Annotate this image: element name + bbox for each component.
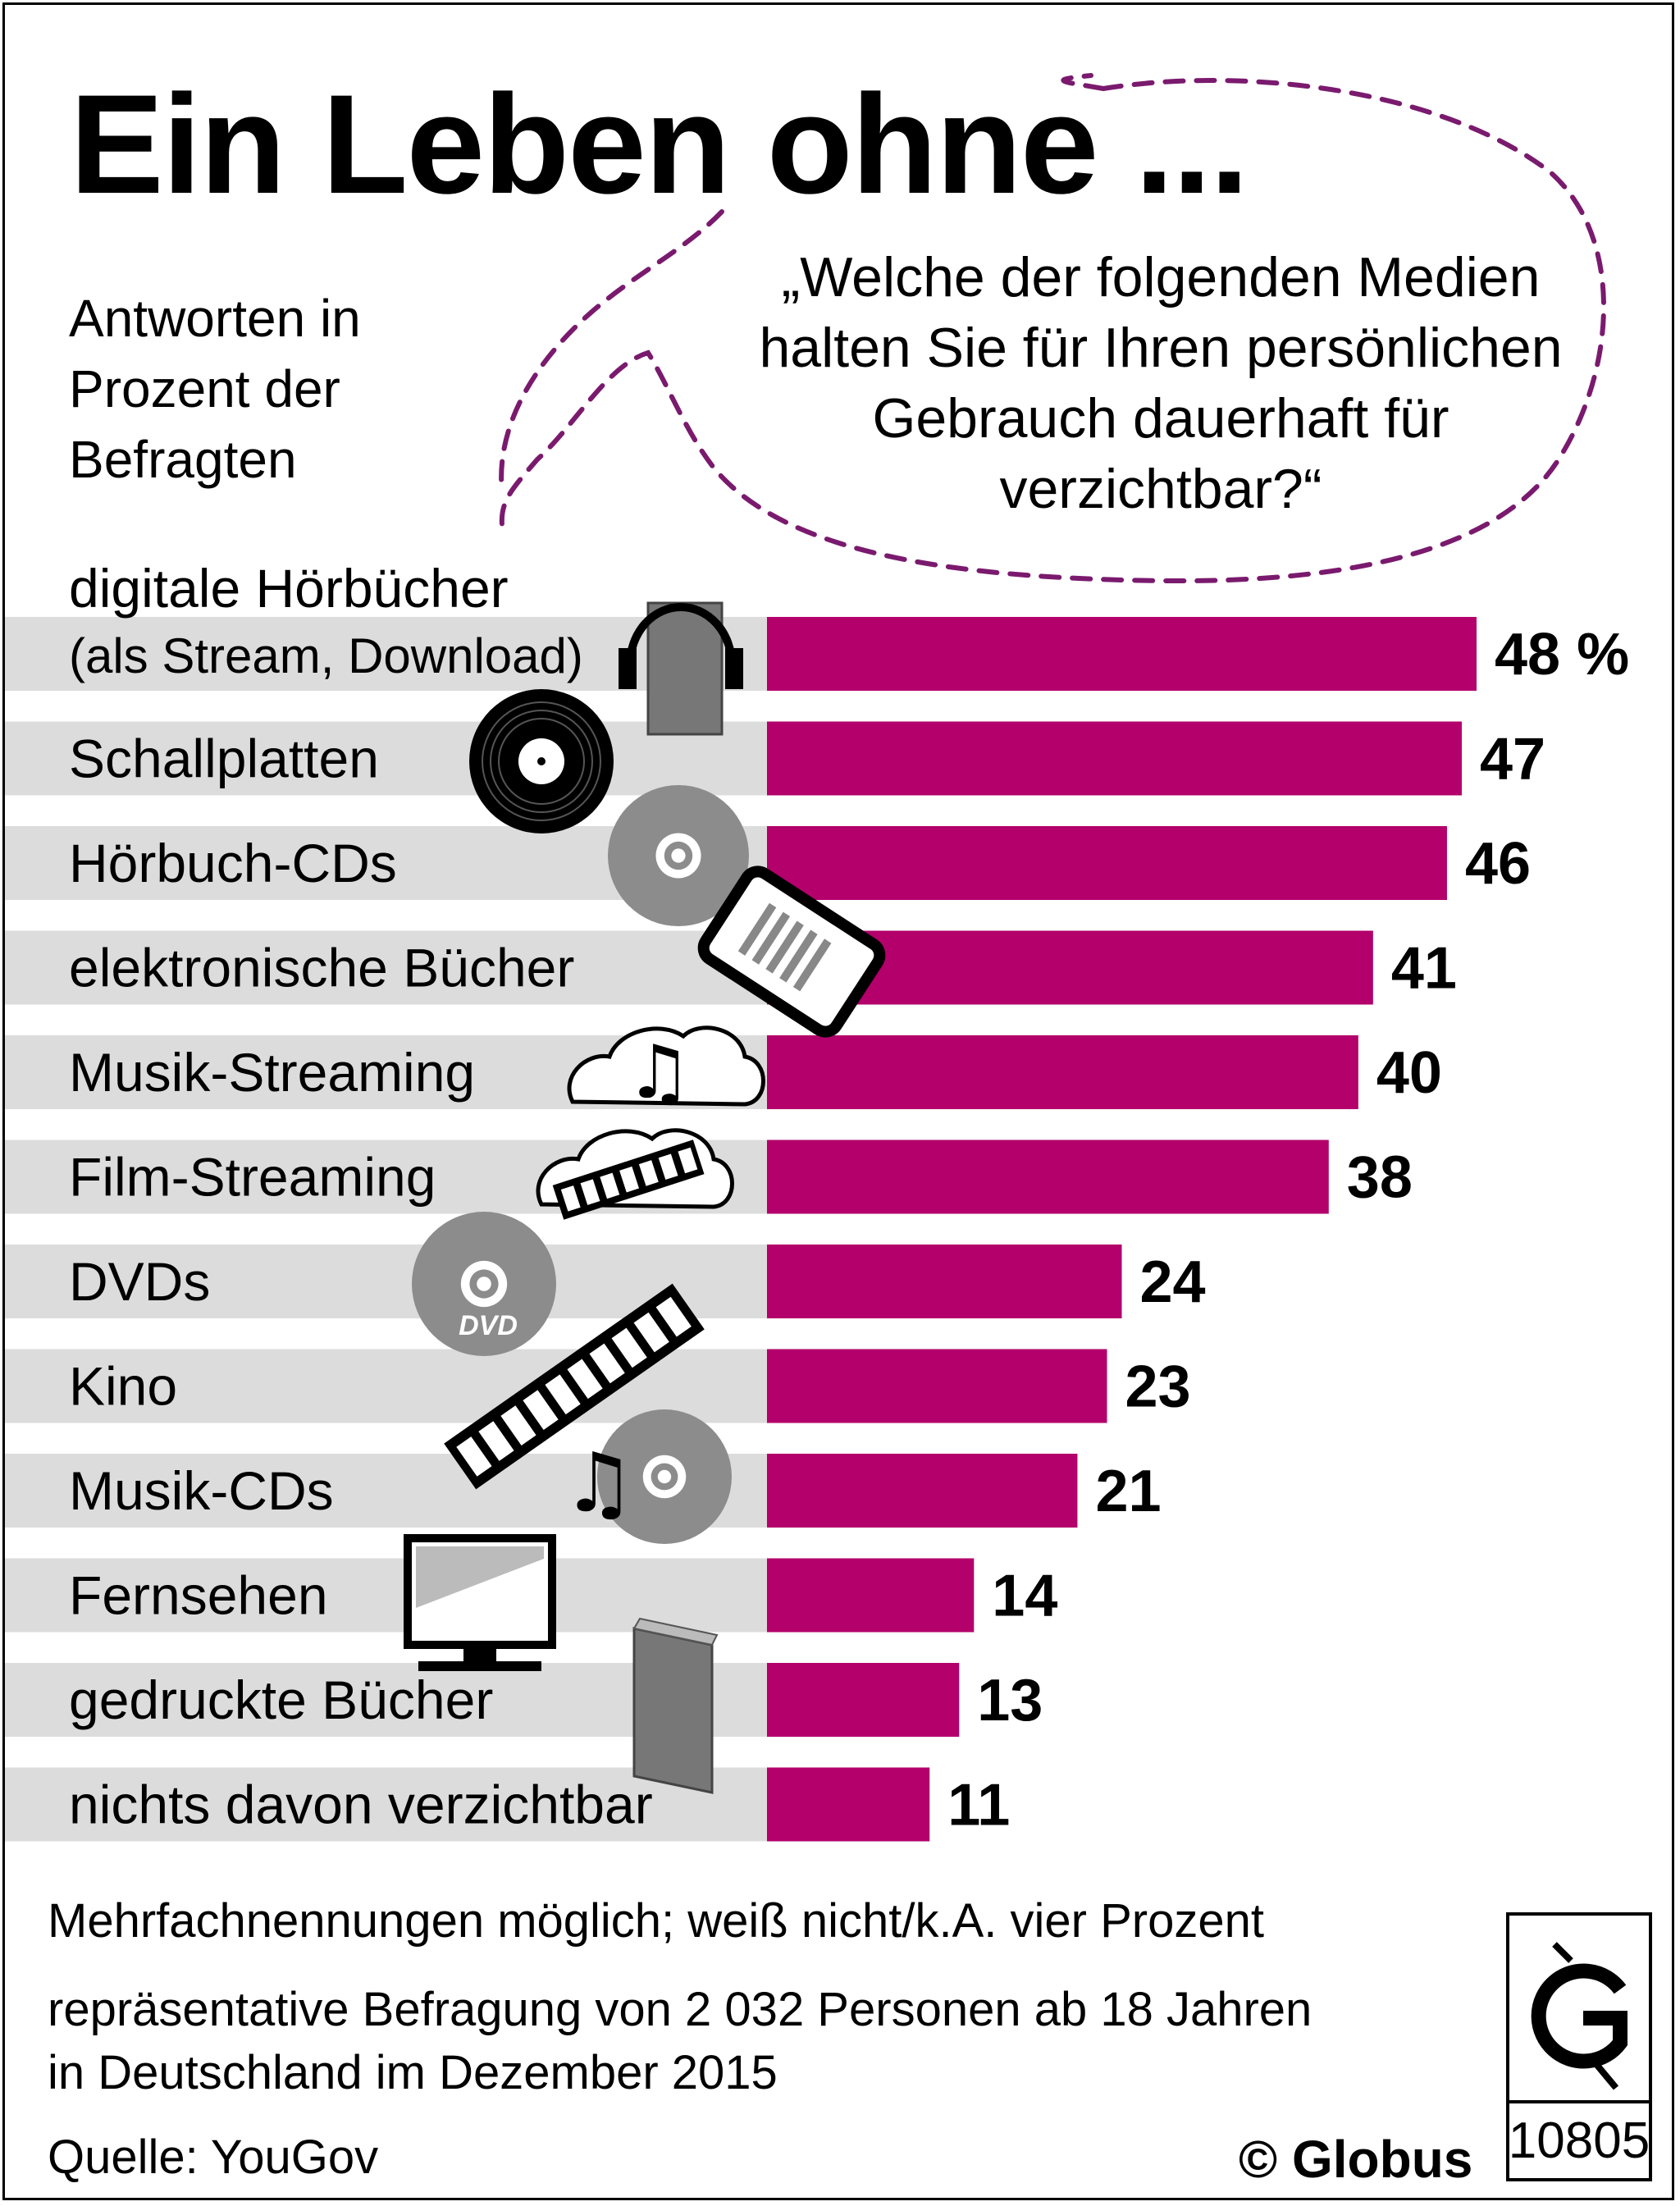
value-label: 13 [977, 1668, 1043, 1733]
logo-number: 10805 [1509, 2112, 1650, 2169]
bar [767, 1558, 975, 1633]
bar [767, 1349, 1107, 1423]
speech-bubble-top [1061, 73, 1106, 91]
category-label: (als Stream, Download) [69, 628, 583, 683]
page-title: Ein Leben ohne ... [70, 66, 1249, 223]
value-label: 21 [1095, 1459, 1161, 1524]
value-label: 38 [1347, 1145, 1413, 1211]
subtitle-line: Antworten in [69, 289, 361, 348]
bar [767, 1035, 1358, 1109]
bar [767, 826, 1447, 900]
value-label: 47 [1480, 727, 1545, 792]
category-label: digitale Hörbücher [69, 558, 509, 619]
bar [767, 1663, 960, 1737]
footnote-survey-date: in Deutschland im Dezember 2015 [48, 2046, 778, 2099]
chart-rows: digitale Hörbücher (als Stream, Download)… [5, 558, 1629, 1842]
vinyl-record-icon [469, 689, 614, 834]
category-label: Fernsehen [69, 1565, 328, 1626]
footnote-survey: repräsentative Befragung von 2 032 Perso… [48, 1983, 1312, 2036]
row-background [5, 930, 767, 1005]
value-label: 40 [1376, 1040, 1442, 1106]
svg-text:♫: ♫ [562, 1435, 636, 1531]
television-icon [404, 1534, 556, 1671]
bar [767, 617, 1477, 691]
survey-question: „Welche der folgenden Medien halten Sie … [681, 242, 1641, 524]
dvd-icon: DVD [412, 1212, 556, 1356]
bar [767, 1454, 1078, 1528]
category-label: nichts davon verzichtbar [69, 1774, 653, 1835]
film-strip-icon [444, 1283, 705, 1490]
category-label: Musik-CDs [69, 1460, 334, 1521]
value-label: 46 [1465, 831, 1531, 897]
value-label: 11 [947, 1773, 1010, 1838]
bar [767, 721, 1462, 796]
speech-bubble-tail [499, 209, 724, 495]
footnote-multiple-answers: Mehrfachnennungen möglich; weiß nicht/k.… [48, 1894, 1264, 1948]
music-cloud-icon: ♫ [567, 1025, 765, 1116]
ebook-reader-icon [697, 866, 886, 1038]
subtitle-line: Prozent der [69, 359, 340, 418]
question-line: „Welche der folgenden Medien [781, 246, 1541, 308]
category-label: DVDs [69, 1251, 210, 1312]
category-label: Film-Streaming [69, 1147, 436, 1208]
category-label: elektronische Bücher [69, 938, 574, 998]
headphones-book-icon [619, 601, 743, 736]
row-background [5, 1245, 767, 1318]
cd-icon [608, 785, 749, 926]
category-label: Musik-Streaming [69, 1042, 475, 1103]
category-label: gedruckte Bücher [69, 1669, 493, 1730]
question-line: verzichtbar?“ [999, 458, 1322, 520]
film-cloud-icon [536, 1128, 734, 1220]
bar [767, 1245, 1122, 1318]
speech-bubble-outline [499, 78, 1606, 584]
question-line: Gebrauch dauerhaft für [872, 387, 1449, 450]
row-background [5, 721, 767, 796]
value-label: 41 [1391, 936, 1457, 1002]
logo-border [1506, 1912, 1652, 2181]
globus-g-icon [1531, 1963, 1628, 2069]
footnote-source: Quelle: YouGov [48, 2131, 379, 2184]
chart-subtitle: Antworten in Prozent der Befragten [69, 283, 361, 495]
music-cd-icon: ♫ [562, 1409, 732, 1544]
value-label: 24 [1140, 1249, 1206, 1315]
chart-icons: ♫ DVD ♫ [404, 601, 886, 1794]
question-line: halten Sie für Ihren persönlichen [759, 317, 1563, 379]
svg-text:♫: ♫ [626, 1030, 692, 1116]
category-label: Schallplatten [69, 728, 379, 789]
copyright: © Globus [1239, 2130, 1473, 2189]
svg-text:DVD: DVD [459, 1310, 518, 1341]
subtitle-line: Befragten [69, 430, 297, 489]
value-label: 48 % [1495, 622, 1629, 687]
category-label: Hörbuch-CDs [69, 833, 397, 893]
bar [767, 1140, 1329, 1214]
globus-logo: 10805 [1506, 1912, 1652, 2181]
printed-book-icon [632, 1617, 719, 1794]
value-label: 14 [992, 1564, 1057, 1629]
value-label: 23 [1125, 1354, 1190, 1420]
bar [767, 1767, 930, 1842]
row-background [5, 1767, 767, 1842]
category-label: Kino [69, 1356, 177, 1417]
